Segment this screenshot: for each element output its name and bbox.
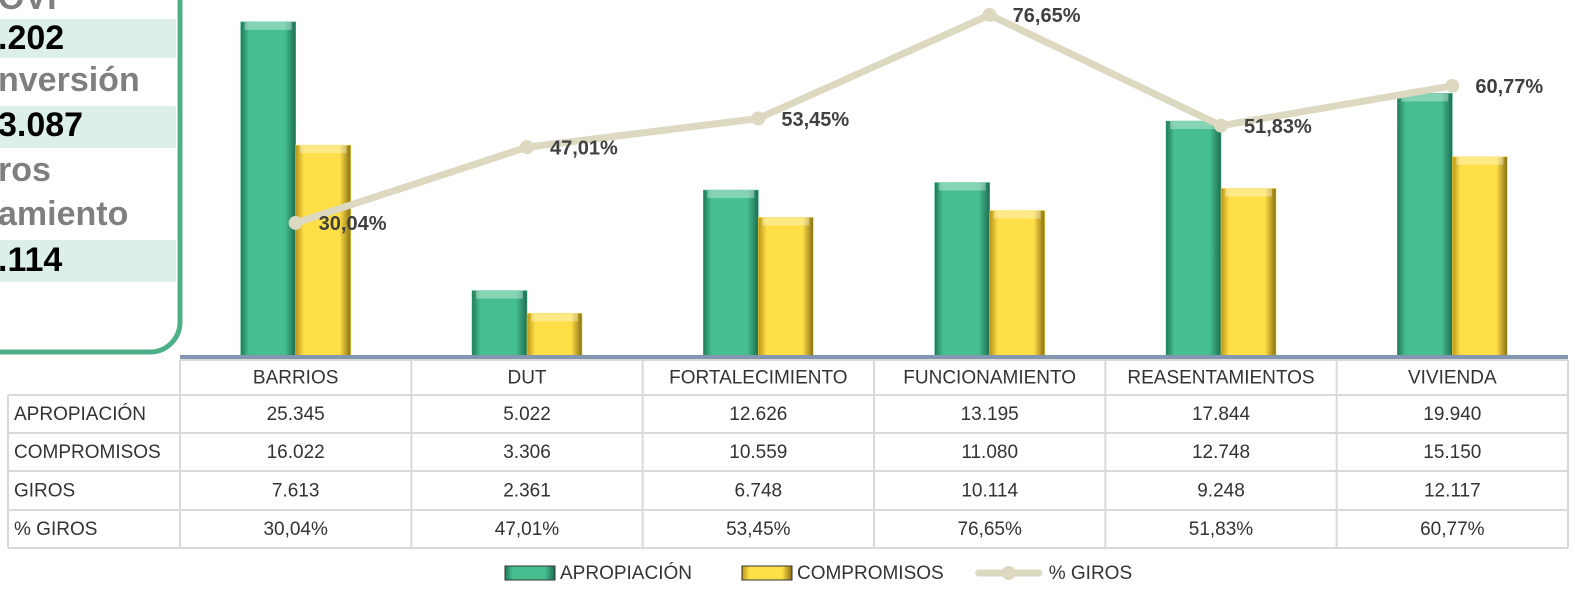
data-label: 47,01% — [550, 137, 618, 159]
bar — [1397, 93, 1453, 358]
bar-top — [707, 190, 755, 199]
bar-top — [993, 210, 1041, 219]
table-cell: 10.559 — [729, 442, 787, 463]
table-cell: 15.150 — [1423, 442, 1481, 463]
table-cell: 10.114 — [961, 481, 1018, 502]
bar — [240, 21, 296, 358]
table-cell: 3.306 — [503, 442, 551, 463]
table-cell: 6.748 — [735, 481, 783, 502]
table-cell: 60,77% — [1420, 519, 1485, 540]
bar — [934, 182, 990, 358]
legend-label: % GIROS — [1049, 563, 1132, 584]
legend-swatch — [1001, 566, 1016, 580]
legend-swatch — [504, 565, 556, 581]
line-point — [1445, 78, 1460, 93]
bar-top — [244, 21, 292, 30]
table-cell: 7.613 — [272, 481, 320, 502]
data-label: 53,45% — [781, 109, 849, 131]
bar-top — [938, 182, 986, 191]
bar — [758, 217, 814, 358]
table-header: BARRIOS — [253, 368, 339, 389]
table-cell: 47,01% — [495, 519, 560, 540]
row-label: COMPROMISOS — [14, 442, 161, 463]
bar-top — [1456, 156, 1504, 165]
table-cell: 16.022 — [267, 442, 325, 463]
data-label: 60,77% — [1475, 76, 1543, 98]
row-label: GIROS — [14, 481, 75, 502]
table-header: FUNCIONAMIENTO — [903, 368, 1076, 389]
bar-top — [1225, 188, 1272, 197]
panel-text: .202 — [0, 19, 64, 57]
data-label: 51,83% — [1244, 116, 1312, 138]
bar — [1165, 120, 1222, 358]
panel-band — [0, 106, 176, 148]
line-point — [982, 7, 997, 22]
panel-band — [0, 19, 176, 58]
bar — [471, 290, 528, 358]
table-cell: 19.940 — [1423, 404, 1481, 425]
table-cell: 30,04% — [263, 519, 328, 540]
line — [294, 11, 1453, 227]
panel-text: nversión — [0, 61, 140, 99]
bar-top — [762, 217, 810, 226]
table-cell: 12.117 — [1424, 481, 1481, 502]
bar — [526, 313, 583, 358]
table-cell: 12.748 — [1192, 442, 1250, 463]
table-cell: 17.844 — [1192, 404, 1251, 425]
data-label: 30,04% — [319, 213, 387, 235]
legend-label: APROPIACIÓN — [560, 562, 692, 584]
bar-top — [299, 145, 347, 154]
table-cell: 76,65% — [957, 519, 1022, 540]
bar — [989, 210, 1045, 358]
row-label: APROPIACIÓN — [14, 403, 146, 425]
panel-text: .114 — [0, 241, 62, 279]
bar-top — [1401, 93, 1449, 102]
row-label: % GIROS — [14, 519, 97, 540]
table-cell: 13.195 — [961, 404, 1019, 425]
line-point — [1214, 118, 1228, 133]
table-cell: 25.345 — [267, 404, 325, 425]
panel-text: 3.087 — [0, 106, 83, 144]
panel-band — [0, 240, 176, 282]
summary-panel: OVI .202 nversión 3.087 ros amiento .114 — [0, 0, 183, 355]
panel-text: ros — [0, 151, 51, 189]
panel-text: OVI — [0, 0, 57, 17]
bar — [1220, 188, 1277, 358]
table-cell: 53,45% — [726, 519, 791, 540]
legend-label: COMPROMISOS — [797, 563, 944, 584]
table-header: VIVIENDA — [1408, 368, 1497, 389]
line-point — [520, 140, 534, 155]
bar — [295, 144, 351, 358]
bar — [703, 189, 759, 358]
bar-top — [1170, 121, 1217, 130]
line-point — [751, 111, 766, 126]
data-label: 76,65% — [1013, 5, 1081, 27]
table-header: FORTALECIMIENTO — [669, 368, 847, 389]
table-cell: 9.248 — [1197, 481, 1245, 502]
table-header: REASENTAMIENTOS — [1127, 368, 1314, 389]
table-cell: 51,83% — [1189, 519, 1254, 540]
table-header: DUT — [507, 368, 546, 389]
bar — [1452, 156, 1508, 358]
table-cell: 5.022 — [503, 404, 551, 425]
line-point — [288, 215, 303, 230]
panel-text: amiento — [0, 195, 128, 233]
legend-swatch — [741, 565, 793, 581]
bar-top — [531, 313, 578, 322]
bar-top — [476, 290, 523, 299]
table-cell: 2.361 — [503, 481, 551, 502]
table-cell: 11.080 — [961, 442, 1018, 463]
table-cell: 12.626 — [729, 404, 787, 425]
